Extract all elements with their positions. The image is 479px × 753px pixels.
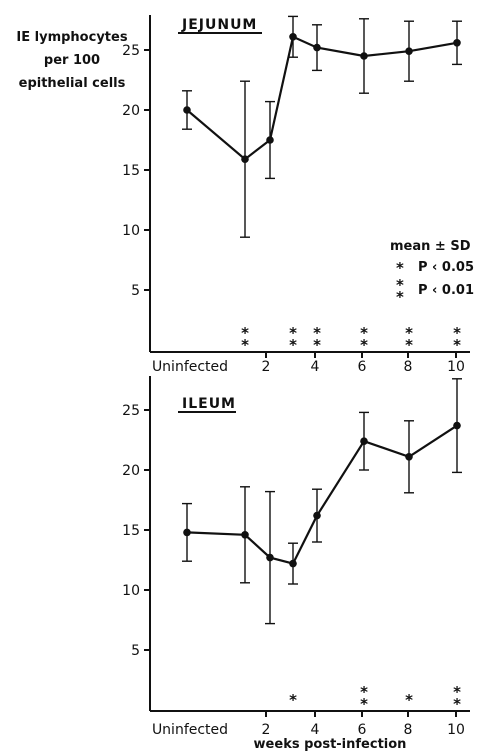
x-tick-label: Uninfected — [152, 722, 228, 738]
x-tick-label: 6 — [358, 359, 367, 375]
significance-star: * — [360, 695, 368, 713]
x-tick-label: 10 — [447, 359, 465, 375]
y-tick-label: 10 — [122, 583, 140, 599]
data-point — [360, 52, 368, 60]
data-point — [405, 47, 413, 55]
legend-double-star-top: * — [396, 276, 404, 294]
data-point — [289, 559, 297, 568]
legend-title: mean ± SD — [390, 239, 471, 254]
data-point — [289, 33, 297, 41]
y-tick-label: 20 — [122, 463, 140, 479]
significance-star: * — [289, 324, 297, 342]
legend-double-label: P ‹ 0.01 — [418, 283, 474, 298]
data-point — [266, 553, 274, 562]
significance-star: * — [453, 336, 461, 354]
significance-star: * — [241, 324, 249, 342]
significance-star: * — [405, 691, 413, 709]
significance-star: * — [360, 683, 368, 701]
y-tick-label: 20 — [122, 103, 140, 119]
y-tick-label: 25 — [122, 43, 140, 59]
y-axis-label-line-1: IE lymphocytes — [16, 30, 127, 45]
data-point — [360, 437, 368, 446]
y-axis-label-line-2: per 100 — [44, 53, 100, 68]
significance-star: * — [453, 683, 461, 701]
significance-star: * — [289, 691, 297, 709]
data-point — [313, 511, 321, 520]
significance-star: * — [405, 336, 413, 354]
y-tick-label: 5 — [131, 283, 140, 299]
y-tick-label: 25 — [122, 403, 140, 419]
data-point — [241, 155, 249, 163]
data-point — [183, 106, 191, 114]
x-tick-label: 8 — [404, 359, 413, 375]
data-point — [313, 43, 321, 52]
legend-single-star: * — [396, 259, 404, 277]
y-axis-label-line-3: epithelial cells — [19, 76, 126, 91]
significance-star: * — [241, 336, 249, 354]
x-tick-label: 4 — [311, 722, 320, 738]
y-tick-label: 15 — [122, 163, 140, 179]
significance-star: * — [313, 336, 321, 354]
x-tick-label: 2 — [262, 722, 271, 738]
x-tick-label: 2 — [262, 359, 271, 375]
y-tick-label: 5 — [131, 643, 140, 659]
significance-star: * — [360, 324, 368, 342]
significance-star: * — [313, 324, 321, 342]
x-tick-label: 8 — [404, 722, 413, 738]
data-point — [241, 531, 249, 539]
significance-star: * — [289, 336, 297, 354]
x-tick-label: 4 — [311, 359, 320, 375]
significance-star: * — [453, 324, 461, 342]
data-point — [183, 528, 191, 537]
data-point — [266, 136, 274, 144]
significance-star: * — [405, 324, 413, 342]
series-line — [186, 424, 458, 565]
panel-title: ILEUM — [182, 396, 236, 412]
legend-double-star-bottom: * — [396, 288, 404, 306]
significance-star: * — [453, 695, 461, 713]
data-point — [453, 39, 461, 47]
series-line — [186, 35, 458, 161]
data-point — [453, 421, 461, 430]
x-tick-label: Uninfected — [152, 359, 228, 375]
x-tick-label: 10 — [447, 722, 465, 738]
x-tick-label: 6 — [358, 722, 367, 738]
panel-title: JEJUNUM — [181, 17, 257, 33]
significance-star: * — [360, 336, 368, 354]
y-tick-label: 15 — [122, 523, 140, 539]
y-tick-label: 10 — [122, 223, 140, 239]
legend-single-label: P ‹ 0.05 — [418, 260, 474, 275]
data-point — [405, 453, 413, 461]
x-axis-label: weeks post-infection — [254, 737, 407, 752]
